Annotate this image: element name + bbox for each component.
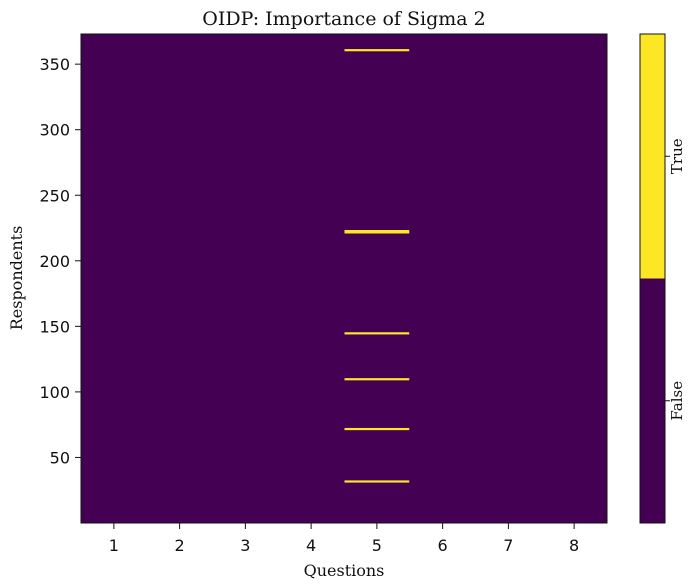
y-tick-label: 50: [50, 448, 70, 467]
x-axis: 1 2 3 4 5 6 7 8: [109, 523, 579, 555]
x-tick-label: 1: [109, 536, 119, 555]
colorbar-label-false: False: [668, 381, 686, 421]
y-tick-label: 350: [39, 55, 70, 74]
colorbar-frame: [639, 33, 666, 524]
x-axis-label: Questions: [304, 561, 385, 580]
y-axis-label: Respondents: [7, 226, 26, 331]
colorbar-false-segment: [640, 278, 665, 523]
heatmap-background: [81, 34, 607, 523]
x-tick-label: 8: [569, 536, 579, 555]
x-tick-label: 4: [306, 536, 316, 555]
colorbar-true-segment: [640, 34, 665, 279]
y-tick-label: 200: [39, 252, 70, 271]
heatmap-true-cell: [344, 49, 410, 52]
heatmap-plot-area: [80, 33, 608, 524]
x-tick-label: 3: [240, 536, 250, 555]
y-tick-label: 150: [39, 317, 70, 336]
x-tick-label: 2: [175, 536, 185, 555]
x-tick-label: 7: [503, 536, 513, 555]
heatmap-true-cell: [344, 378, 410, 381]
heatmap-true-cell: [344, 427, 410, 431]
heatmap-true-cell: [344, 480, 410, 483]
chart-title: OIDP: Importance of Sigma 2: [202, 8, 485, 30]
colorbar: False True: [639, 33, 686, 524]
y-tick-label: 250: [39, 186, 70, 205]
y-axis: 50 100 150 200 250 300 350: [39, 55, 81, 467]
colorbar-label-true: True: [668, 138, 686, 174]
heatmap-true-cell: [344, 231, 410, 234]
y-tick-label: 300: [39, 121, 70, 140]
y-tick-label: 100: [39, 383, 70, 402]
heatmap-true-cell: [344, 332, 410, 335]
heatmap-true-cell: [344, 229, 410, 233]
plot-frame: [80, 33, 608, 524]
x-tick-label: 6: [438, 536, 448, 555]
x-tick-label: 5: [372, 536, 382, 555]
